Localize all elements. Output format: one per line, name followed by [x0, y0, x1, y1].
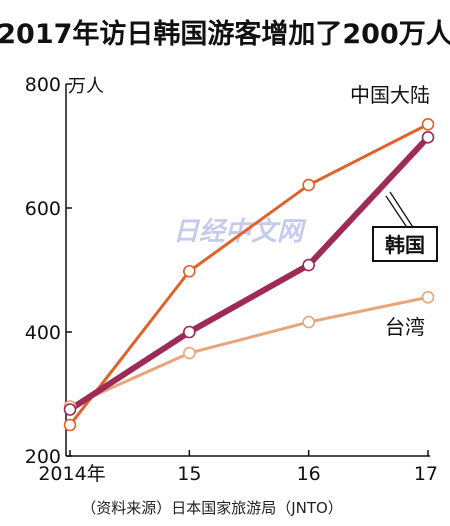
x-tick-label: 17 — [414, 463, 438, 485]
data-point — [302, 178, 315, 192]
tick-labels: 200 400 600 800 2014年 15 16 17 — [25, 74, 438, 485]
data-point — [302, 258, 315, 272]
data-point — [183, 325, 196, 339]
x-tick-label: 15 — [177, 463, 201, 485]
data-point — [302, 315, 315, 329]
watermark: 日经中文网 — [173, 217, 307, 247]
y-unit-label: 万人 — [68, 76, 104, 97]
data-point — [421, 131, 435, 144]
y-tick-label: 400 — [25, 322, 61, 344]
series-label-taiwan: 台湾 — [385, 315, 425, 339]
data-point — [421, 290, 435, 304]
series-line-2 — [67, 134, 431, 413]
data-point — [421, 118, 435, 131]
data-point — [63, 418, 77, 432]
series-label-korea: 韩国 — [385, 233, 425, 257]
series-line-0 — [68, 122, 430, 427]
y-tick-label: 800 — [25, 74, 61, 96]
data-point — [183, 346, 196, 360]
data-point — [63, 403, 77, 416]
y-tick-label: 600 — [25, 198, 61, 220]
x-tick-label: 16 — [297, 463, 321, 485]
series-label-china: 中国大陆 — [350, 83, 430, 107]
korea-label-box — [372, 226, 438, 262]
axes — [65, 83, 430, 457]
series-group — [63, 118, 435, 432]
chart-title: 2017年访日韩国游客增加了200万人 — [0, 18, 450, 50]
y-tick-label: 200 — [25, 446, 61, 468]
x-tick-label: 2014年 — [38, 463, 105, 485]
source-note: （资料来源）日本国家旅游局（JNTO） — [81, 499, 343, 517]
data-point — [183, 264, 196, 278]
series-line-1 — [68, 295, 430, 408]
